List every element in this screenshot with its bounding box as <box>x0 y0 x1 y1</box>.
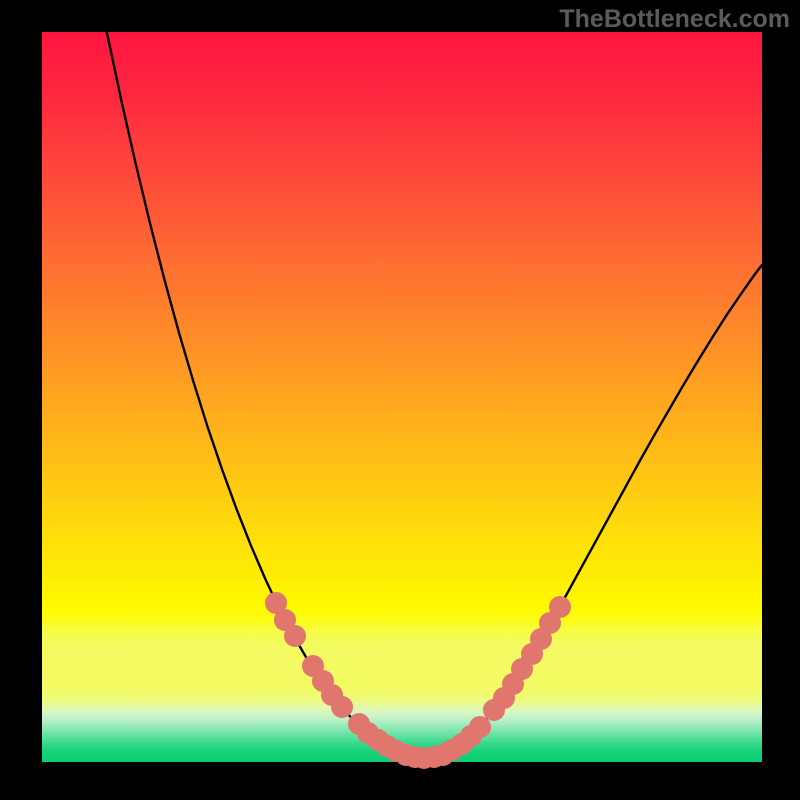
bottleneck-curve <box>107 32 762 758</box>
plot-area <box>42 32 762 762</box>
curve-layer <box>42 32 762 762</box>
watermark-text: TheBottleneck.com <box>559 5 790 34</box>
curve-bead <box>549 596 571 618</box>
curve-bead <box>331 696 353 718</box>
curve-bead <box>284 625 306 647</box>
